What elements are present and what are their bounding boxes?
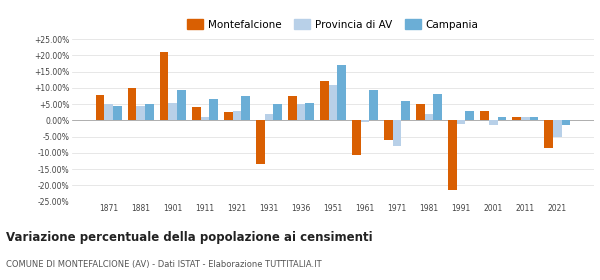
Bar xyxy=(448,120,457,190)
Bar xyxy=(96,95,104,120)
Bar xyxy=(233,111,241,120)
Bar xyxy=(466,111,474,120)
Bar xyxy=(562,120,570,125)
Bar xyxy=(241,96,250,120)
Bar xyxy=(273,104,282,120)
Bar xyxy=(457,120,466,124)
Bar xyxy=(160,52,169,120)
Bar xyxy=(480,111,489,120)
Legend: Montefalcione, Provincia di AV, Campania: Montefalcione, Provincia di AV, Campania xyxy=(183,15,483,34)
Bar xyxy=(497,117,506,120)
Bar xyxy=(209,99,218,120)
Bar xyxy=(288,96,296,120)
Bar xyxy=(370,90,378,120)
Bar xyxy=(145,104,154,120)
Bar xyxy=(296,104,305,120)
Bar xyxy=(384,120,393,140)
Bar xyxy=(361,120,370,122)
Text: COMUNE DI MONTEFALCIONE (AV) - Dati ISTAT - Elaborazione TUTTITALIA.IT: COMUNE DI MONTEFALCIONE (AV) - Dati ISTA… xyxy=(6,260,322,269)
Bar xyxy=(224,112,233,120)
Bar xyxy=(544,120,553,148)
Bar xyxy=(530,117,538,120)
Bar xyxy=(401,101,410,120)
Bar xyxy=(352,120,361,155)
Bar xyxy=(433,94,442,120)
Bar xyxy=(305,102,314,120)
Bar xyxy=(329,85,337,120)
Bar xyxy=(169,102,177,120)
Bar xyxy=(136,106,145,120)
Bar xyxy=(177,90,186,120)
Bar xyxy=(425,114,433,120)
Bar xyxy=(104,104,113,120)
Bar xyxy=(320,81,329,120)
Bar xyxy=(113,106,122,120)
Bar xyxy=(192,108,200,120)
Bar xyxy=(512,117,521,120)
Bar xyxy=(393,120,401,146)
Bar xyxy=(416,104,425,120)
Bar xyxy=(553,120,562,137)
Bar xyxy=(521,117,530,120)
Bar xyxy=(489,120,497,125)
Bar xyxy=(200,117,209,120)
Bar xyxy=(256,120,265,164)
Text: Variazione percentuale della popolazione ai censimenti: Variazione percentuale della popolazione… xyxy=(6,231,373,244)
Bar xyxy=(265,114,273,120)
Bar xyxy=(337,65,346,120)
Bar xyxy=(128,88,136,120)
